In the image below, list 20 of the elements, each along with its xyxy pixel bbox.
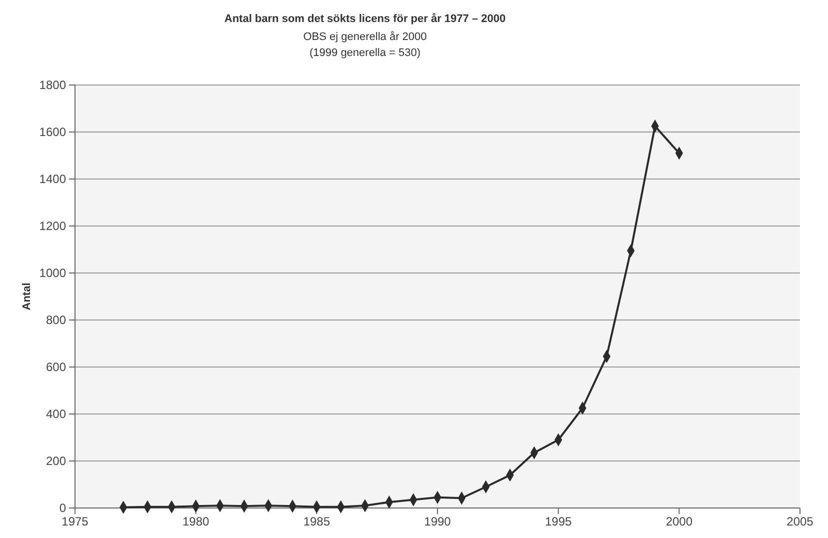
y-tick-label: 200 bbox=[46, 454, 66, 468]
x-tick-label: 1980 bbox=[182, 514, 210, 529]
chart-subtitle: OBS ej generella år 2000 (1999 generella = 530) bbox=[303, 31, 427, 59]
x-tick-label: 1975 bbox=[62, 514, 89, 529]
y-tick-label: 800 bbox=[46, 312, 66, 327]
y-tick-label: 400 bbox=[46, 406, 66, 421]
y-tick-label: 1000 bbox=[39, 266, 66, 280]
y-tick-label: 1800 bbox=[39, 78, 66, 92]
y-tick-label: 1600 bbox=[39, 124, 66, 139]
x-tick-label: 2005 bbox=[786, 514, 814, 529]
y-tick-label: 0 bbox=[59, 500, 66, 515]
y-axis-title: Antal bbox=[21, 282, 33, 310]
x-tick-label: 1995 bbox=[544, 514, 572, 529]
y-tick-label: 1400 bbox=[39, 172, 66, 186]
x-tick-label: 2000 bbox=[666, 514, 693, 529]
x-tick-label: 1985 bbox=[303, 514, 330, 529]
x-tick-label: 1990 bbox=[424, 514, 452, 529]
y-tick-label: 600 bbox=[46, 360, 66, 374]
y-tick-label: 1200 bbox=[39, 218, 66, 233]
chart-title: Antal barn som det sökts licens för per år 1977 – 2000 bbox=[224, 12, 506, 25]
